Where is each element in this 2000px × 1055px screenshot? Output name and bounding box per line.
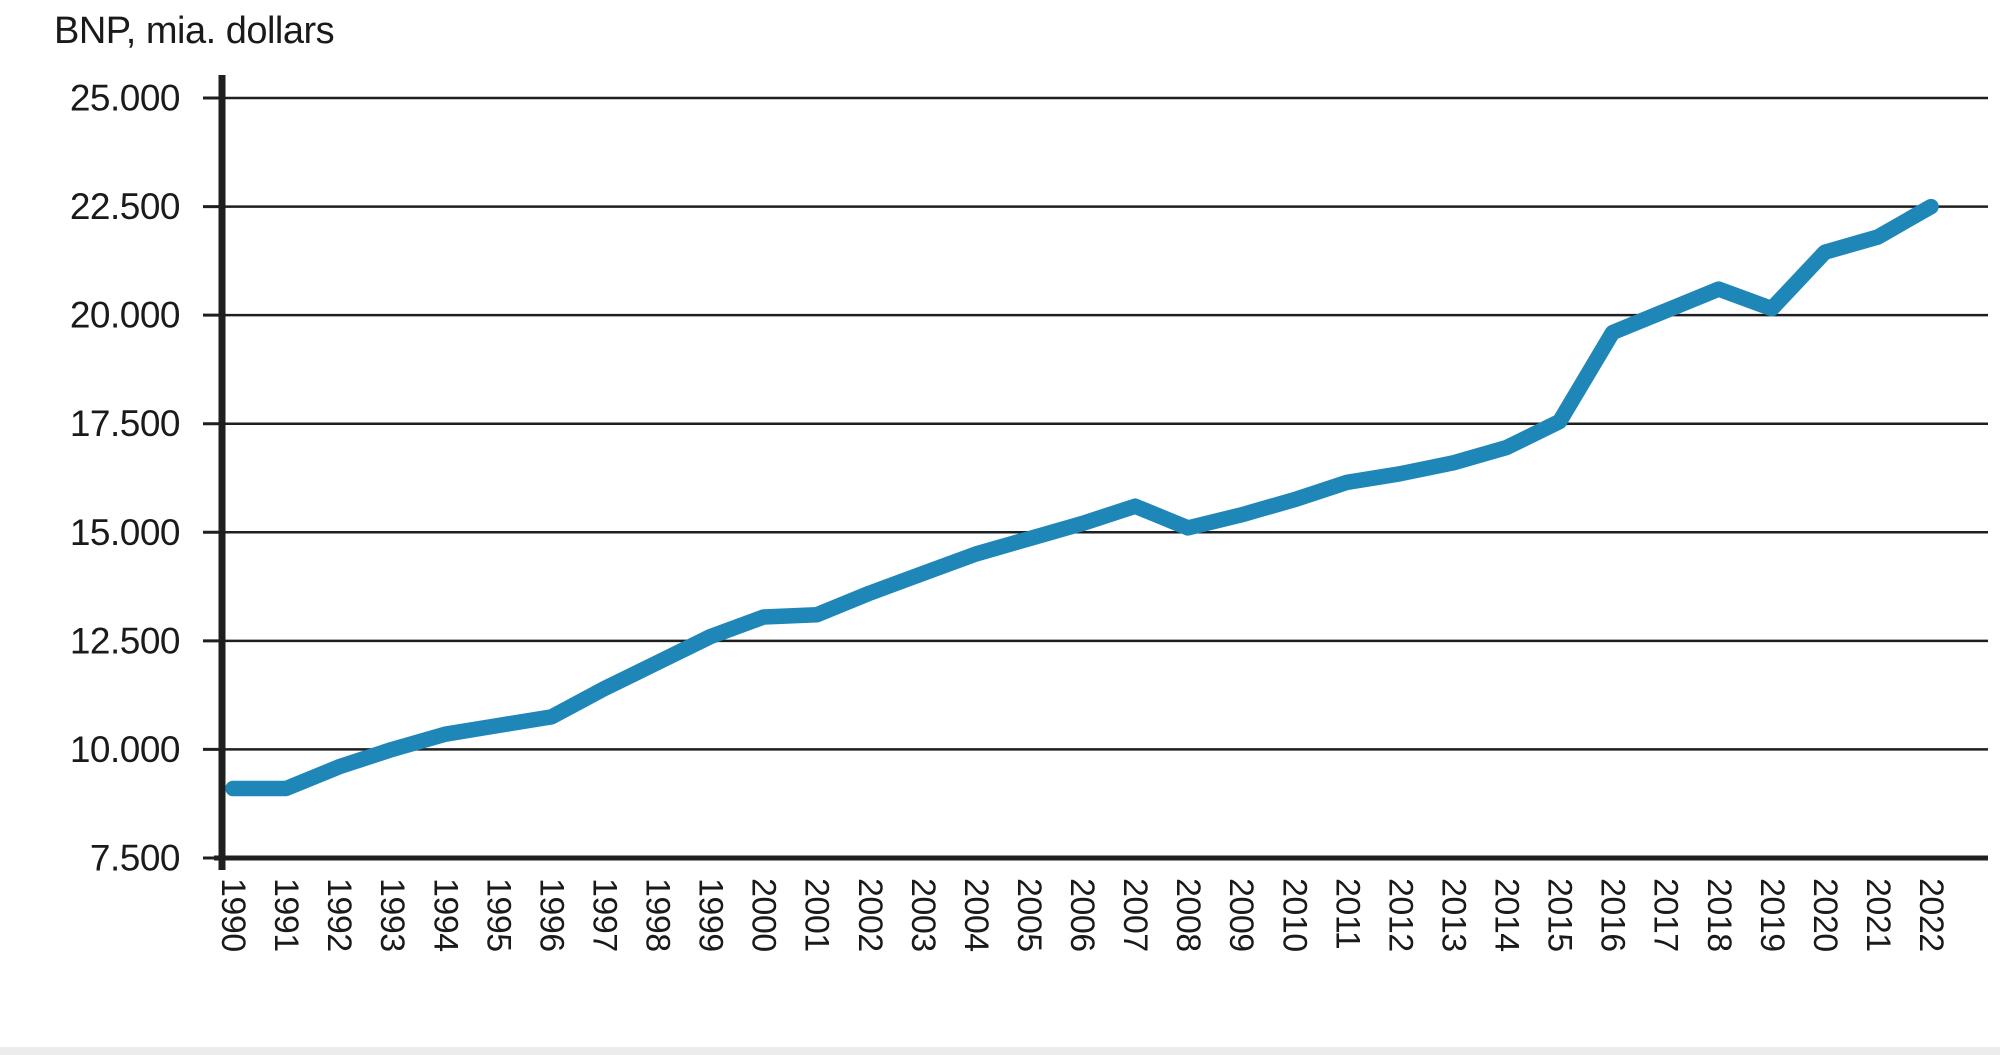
x-tick-label: 2018: [1700, 878, 1738, 952]
x-tick-label: 2020: [1806, 878, 1844, 952]
x-tick-label: 1996: [532, 878, 570, 952]
y-tick-label: 7.500: [90, 838, 180, 879]
x-tick-label: 2022: [1912, 878, 1950, 952]
x-tick-label: 2002: [851, 878, 889, 952]
x-tick-label: 2009: [1222, 878, 1260, 952]
y-tick-label: 22.500: [70, 186, 180, 227]
y-tick-label: 15.000: [70, 512, 180, 553]
x-tick-label: 2010: [1275, 878, 1313, 952]
chart-title: BNP, mia. dollars: [54, 10, 335, 52]
x-tick-label: 2000: [745, 878, 783, 952]
x-tick-label: 2015: [1541, 878, 1579, 952]
x-tick-label: 1998: [639, 878, 677, 952]
x-tick-label: 2011: [1328, 878, 1366, 949]
y-tick-label: 25.000: [70, 78, 180, 119]
x-tick-label: 2004: [957, 878, 995, 952]
x-tick-label: 2008: [1169, 878, 1207, 952]
x-tick-label: 2021: [1859, 878, 1897, 952]
x-tick-label: 2006: [1063, 878, 1101, 952]
x-tick-label: 1997: [585, 878, 623, 952]
x-tick-label: 2001: [798, 878, 836, 952]
x-tick-label: 1991: [267, 878, 305, 952]
x-tick-label: 2017: [1647, 878, 1685, 952]
x-tick-label: 1992: [320, 878, 358, 952]
x-tick-label: 1999: [692, 878, 730, 952]
page-divider: [0, 1047, 2000, 1055]
x-tick-label: 2007: [1116, 878, 1154, 952]
x-tick-label: 1990: [214, 878, 252, 952]
x-tick-label: 2014: [1488, 878, 1526, 952]
y-tick-label: 10.000: [70, 729, 180, 770]
x-tick-label: 2019: [1753, 878, 1791, 952]
y-tick-label: 20.000: [70, 295, 180, 336]
x-tick-label: 1994: [426, 878, 464, 952]
x-tick-label: 2013: [1434, 878, 1472, 952]
x-tick-label: 2003: [904, 878, 942, 952]
y-tick-label: 12.500: [70, 620, 180, 661]
x-tick-label: 1995: [479, 878, 517, 952]
gdp-line: [225, 198, 1939, 797]
y-tick-label: 17.500: [70, 403, 180, 444]
x-tick-label: 2005: [1010, 878, 1048, 952]
x-tick-label: 2016: [1594, 878, 1632, 952]
x-tick-label: 2012: [1381, 878, 1419, 952]
x-tick-label: 1993: [373, 878, 411, 952]
